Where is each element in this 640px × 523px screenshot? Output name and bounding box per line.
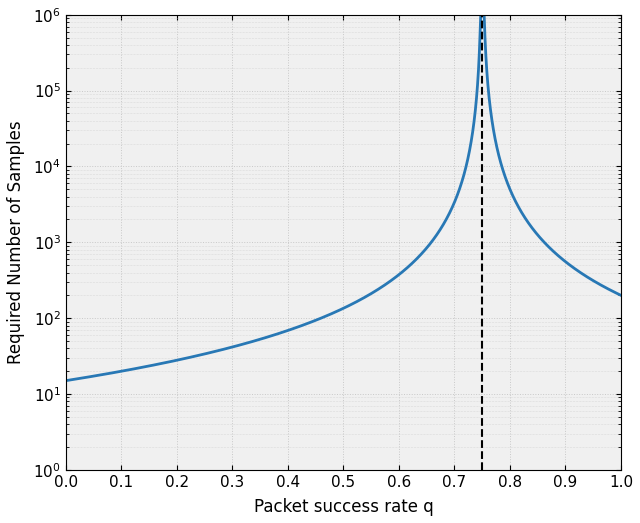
Y-axis label: Required Number of Samples: Required Number of Samples bbox=[7, 120, 25, 364]
X-axis label: Packet success rate q: Packet success rate q bbox=[253, 498, 433, 516]
